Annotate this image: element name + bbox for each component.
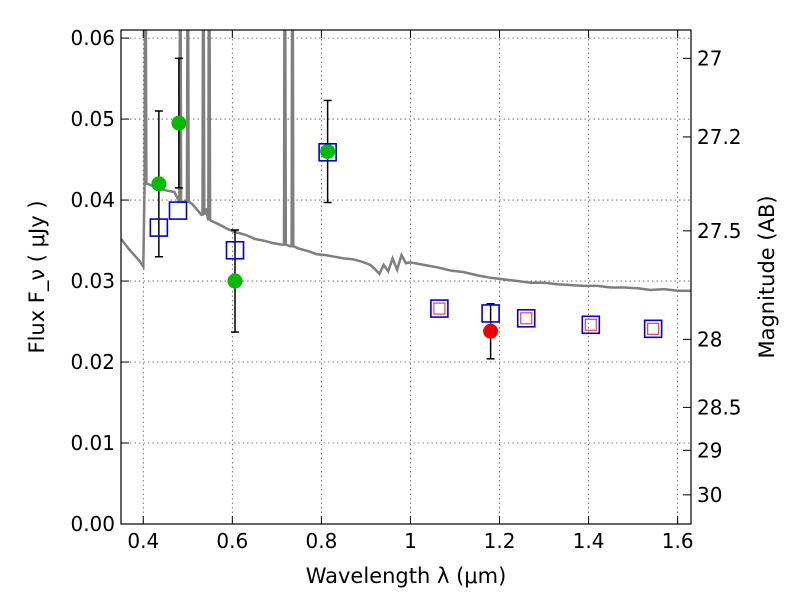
x-tick-label: 1.2 [484,529,516,553]
model-square [643,319,663,339]
model-square [318,142,337,162]
model-square-inner [433,302,446,315]
model-square-inner [520,312,533,325]
x-tick-label: 0.6 [216,529,248,553]
right-tick-label: 30 [697,483,722,507]
y-tick-label: 0.05 [70,107,115,131]
x-tick-label: 1.4 [573,529,605,553]
right-axis-title: Magnitude (AB) [755,195,779,358]
grid-lines [121,30,691,525]
model-square [149,218,169,237]
y-tick-label: 0.01 [70,431,115,455]
ticks: 0.4 0.6 0.8 1 1.2 1.4 1.6 0.00 0.01 0.02 0.03 0.04 0… [70,26,741,553]
data-point [171,115,187,131]
data-point [227,273,243,289]
x-tick-label: 1 [404,529,417,553]
model-square [516,309,536,328]
y-tick-label: 0.06 [70,26,115,50]
y-axis-title: Flux F_ν ( μJy ) [25,200,50,353]
y-tick-label: 0.00 [70,512,115,536]
right-tick-label: 27.2 [697,125,742,149]
model-square [581,315,601,335]
plot-frame [120,29,692,525]
model-square [225,240,245,260]
x-tick-label: 1.6 [662,529,694,553]
template-spectrum-line [121,30,691,293]
model-square-inner [647,322,660,335]
model-square-inner [584,318,597,331]
x-axis-title: Wavelength λ (μm) [306,564,507,588]
y-tick-label: 0.02 [70,350,115,374]
right-tick-label: 27.5 [697,219,742,243]
right-tick-label: 27 [697,46,722,70]
right-tick-label: 28.5 [697,395,742,419]
data-point [483,323,499,339]
model-square [168,201,188,220]
right-tick-label: 28 [697,327,722,351]
model-square [481,304,500,323]
x-tick-label: 0.8 [305,529,337,553]
data-markers [149,57,663,360]
right-tick-label: 29 [697,438,722,462]
x-tick-label: 0.4 [127,529,159,553]
y-tick-label: 0.03 [70,269,115,293]
data-point [151,176,167,192]
template-spectrum [121,30,691,293]
model-square [430,299,449,318]
data-point [320,143,336,159]
y-tick-label: 0.04 [70,188,115,212]
